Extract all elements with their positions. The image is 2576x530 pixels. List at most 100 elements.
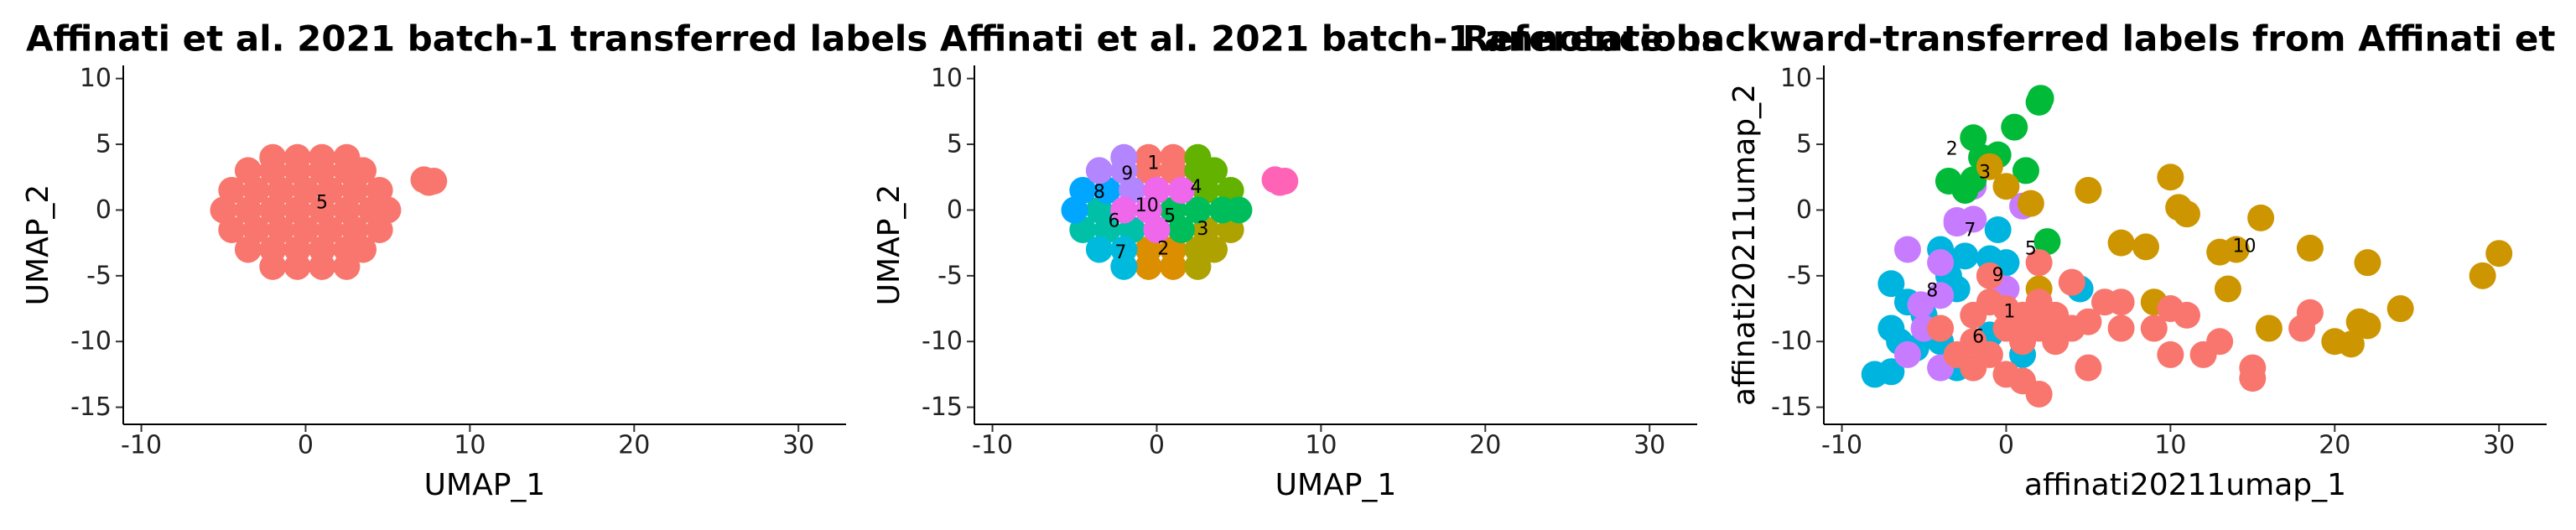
point <box>2075 308 2102 335</box>
cluster-label: 6 <box>1972 327 1984 348</box>
point <box>1143 216 1171 243</box>
point <box>2107 314 2135 342</box>
point <box>1893 236 1921 263</box>
point <box>2354 249 2381 277</box>
cluster-label: 10 <box>2233 236 2257 257</box>
chart-title: Affinati et al. 2021 batch-1 transferred… <box>26 18 927 60</box>
point <box>1085 157 1113 184</box>
point <box>234 236 262 263</box>
x-tick-label: 20 <box>2319 431 2350 460</box>
point <box>1085 236 1113 263</box>
y-tick-label: -5 <box>937 261 963 290</box>
y-tick-label: 5 <box>96 130 112 159</box>
point <box>2033 228 2061 256</box>
cluster-label: 3 <box>1979 163 1991 184</box>
cluster-label: 8 <box>1093 182 1105 203</box>
point <box>1927 314 1955 342</box>
point <box>2354 312 2381 340</box>
x-tick-label: 30 <box>1633 431 1665 460</box>
y-axis-title: UMAP_2 <box>21 184 55 306</box>
point <box>1135 252 1162 280</box>
point <box>283 252 311 280</box>
point <box>1877 358 1905 386</box>
point <box>1061 196 1088 224</box>
point <box>2025 249 2053 277</box>
point <box>2469 262 2496 289</box>
y-tick-label: -10 <box>70 327 112 356</box>
y-tick-label: 5 <box>947 130 963 159</box>
point <box>1110 196 1138 224</box>
point <box>1877 270 1905 298</box>
cluster-label: 1 <box>2003 302 2015 323</box>
point <box>1976 262 2003 289</box>
point <box>2075 176 2102 204</box>
point <box>2296 299 2324 326</box>
x-tick-label: 10 <box>1305 431 1337 460</box>
point <box>2001 113 2028 141</box>
point <box>1201 236 1228 263</box>
point <box>1943 206 1971 234</box>
point <box>259 252 287 280</box>
point <box>1907 291 1935 319</box>
point <box>2214 275 2241 303</box>
point <box>2157 164 2184 191</box>
point <box>1951 242 1979 270</box>
point <box>2485 240 2513 268</box>
cluster-label: 9 <box>1992 265 2004 286</box>
y-tick-label: -15 <box>922 392 963 422</box>
point <box>1992 173 2020 200</box>
x-tick-label: 0 <box>1149 431 1165 460</box>
x-tick-label: 0 <box>1998 431 2014 460</box>
cluster-label: 4 <box>1190 177 1202 198</box>
cluster-label: 5 <box>2025 238 2037 259</box>
x-tick-label: 10 <box>454 431 486 460</box>
x-axis-title: affinati20211umap_1 <box>2024 468 2346 502</box>
point <box>2296 234 2324 262</box>
point <box>2058 268 2085 296</box>
point <box>1160 252 1187 280</box>
y-tick-label: 10 <box>80 64 112 93</box>
cluster-label: 5 <box>316 193 328 214</box>
point <box>309 252 336 280</box>
point <box>2222 236 2250 263</box>
cluster-label: 7 <box>1964 221 1976 242</box>
point <box>2140 314 2168 342</box>
point <box>350 236 377 263</box>
point <box>2239 365 2267 392</box>
x-tick-label: 20 <box>1469 431 1501 460</box>
point <box>1984 216 2012 243</box>
x-tick-label: -10 <box>121 431 162 460</box>
point <box>1976 153 2003 180</box>
cluster-label: 2 <box>1946 138 1958 159</box>
point <box>1167 176 1195 204</box>
cluster-label: 2 <box>1157 238 1169 259</box>
y-tick-label: 0 <box>96 195 112 225</box>
cluster-label: 3 <box>1197 219 1208 240</box>
x-tick-label: 30 <box>782 431 814 460</box>
y-tick-label: 5 <box>1796 130 1812 159</box>
point <box>2206 328 2234 356</box>
point <box>1167 216 1195 243</box>
y-tick-label: 10 <box>931 64 963 93</box>
point <box>1266 169 1294 196</box>
y-axis-title: affinati20211umap_2 <box>1727 84 1762 406</box>
chart-title: Affinati et al. 2021 batch-1 annotations <box>940 18 1722 60</box>
cluster-label: 8 <box>1926 281 1938 302</box>
cluster-label: 6 <box>1109 211 1120 232</box>
y-tick-label: -15 <box>1771 392 1812 422</box>
x-axis-title: UMAP_1 <box>424 468 546 502</box>
point <box>2025 380 2053 408</box>
point <box>1960 354 1987 382</box>
point <box>2107 229 2135 257</box>
point <box>1184 252 1212 280</box>
cluster-label: 5 <box>1164 205 1176 226</box>
x-tick-label: -10 <box>1821 431 1862 460</box>
cluster-label: 10 <box>1135 195 1159 216</box>
point <box>2247 204 2275 231</box>
point <box>2091 288 2119 316</box>
point <box>218 216 246 243</box>
y-tick-label: -5 <box>1787 261 1812 290</box>
cluster-label: 7 <box>1114 242 1126 263</box>
point <box>415 169 443 196</box>
